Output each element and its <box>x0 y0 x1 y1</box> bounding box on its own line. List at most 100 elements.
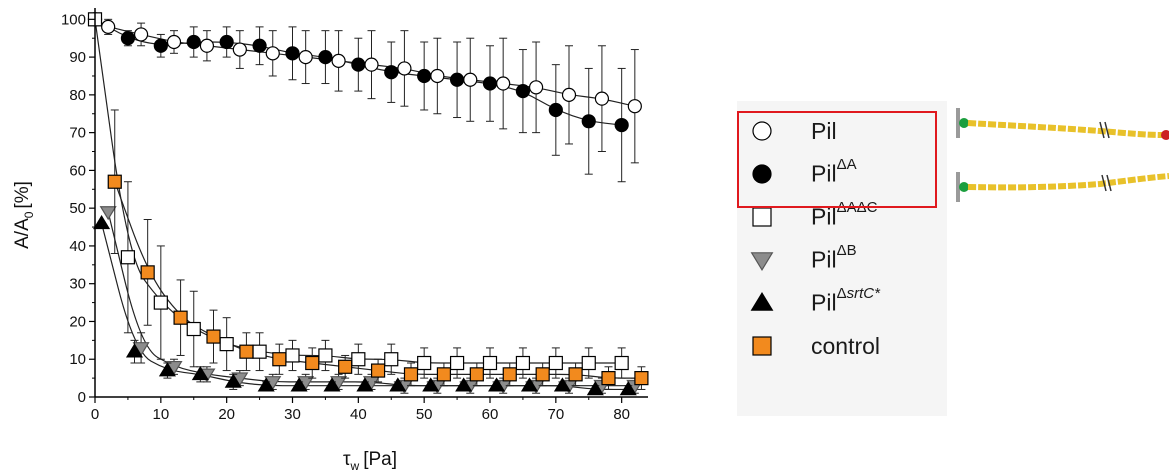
series-2 <box>87 12 629 379</box>
legend-marker-shape <box>752 164 772 184</box>
data-point <box>186 321 201 337</box>
legend-marker-icon <box>749 290 775 316</box>
series-5 <box>107 109 649 390</box>
y-tick-label: 70 <box>69 125 86 142</box>
y-tick-label: 20 <box>69 313 86 330</box>
anchor-bar <box>956 108 960 138</box>
data-point <box>397 61 412 76</box>
data-point <box>153 38 168 53</box>
pilus-fiber <box>967 120 1164 138</box>
data-point <box>528 80 544 95</box>
data-point <box>133 27 149 42</box>
legend-label: control <box>811 333 880 360</box>
data-point <box>449 72 465 87</box>
data-point <box>356 377 374 392</box>
data-point <box>496 76 511 91</box>
y-tick-label: 100 <box>61 11 86 28</box>
data-point <box>364 57 379 72</box>
data-point <box>463 72 478 87</box>
data-point <box>101 19 116 34</box>
y-tick-label: 80 <box>69 87 86 104</box>
break-mark <box>1099 121 1105 139</box>
x-tick-label: 80 <box>613 406 630 423</box>
y-tick-label: 30 <box>69 276 86 293</box>
data-point <box>173 310 188 325</box>
x-tick-label: 50 <box>416 406 433 423</box>
x-tick-label: 60 <box>482 406 499 423</box>
legend-label-name: Pil <box>811 246 837 273</box>
data-point <box>107 174 122 189</box>
data-point <box>384 352 399 367</box>
x-axis-label: τw [Pa] <box>343 449 397 473</box>
legend-marker-svg <box>752 336 772 356</box>
data-point <box>586 381 604 396</box>
legend-item: control <box>749 328 880 364</box>
legend-marker-shape <box>752 121 772 141</box>
data-point <box>265 46 280 61</box>
data-point <box>93 214 111 230</box>
data-point <box>298 49 313 65</box>
data-point <box>515 83 531 99</box>
data-point <box>520 377 539 392</box>
data-point <box>219 337 234 352</box>
legend-marker-shape <box>750 252 774 272</box>
legend-marker-svg <box>752 164 772 184</box>
data-point <box>482 355 498 371</box>
legend-label-name: Pil <box>811 203 837 230</box>
data-point <box>548 102 563 118</box>
legend-item: Pil <box>749 113 837 149</box>
data-point <box>224 373 242 388</box>
plot-area <box>87 12 649 396</box>
data-point <box>153 295 168 310</box>
legend-label-name: Pil <box>811 117 837 144</box>
data-point <box>614 355 629 371</box>
data-point <box>186 34 201 50</box>
legend-label-superscript: ΔA <box>836 156 857 174</box>
legend: Pil PilΔA PilΔAΔC PilΔB PilΔsrtC* control <box>737 101 947 416</box>
data-point <box>331 53 346 68</box>
pilus-tip <box>1161 130 1169 140</box>
legend-label-name: Pil <box>811 160 837 187</box>
data-point <box>455 377 473 392</box>
data-point <box>232 42 247 57</box>
y-tick-label: 60 <box>69 162 86 179</box>
data-point <box>370 363 386 378</box>
data-point <box>285 46 300 61</box>
data-point <box>594 91 610 106</box>
legend-marker-svg <box>750 252 774 272</box>
y-tick-label: 50 <box>69 200 86 217</box>
legend-label: PilΔA <box>811 156 857 188</box>
data-point <box>449 355 465 371</box>
axes: 0 10 20 30 40 50 60 70 80 0 10 20 30 40 50 60 70 80 90 100 <box>61 8 648 423</box>
data-point <box>338 359 353 374</box>
y-tick-label: 10 <box>69 351 86 368</box>
pilus-base <box>959 118 969 128</box>
data-point <box>627 99 642 114</box>
series-0 <box>87 12 642 164</box>
data-point <box>515 355 531 371</box>
data-point <box>488 377 506 392</box>
data-point <box>561 87 577 102</box>
data-point <box>318 348 333 363</box>
legend-marker-icon <box>749 204 775 230</box>
legend-label: PilΔsrtC* <box>811 285 880 317</box>
data-point <box>614 117 629 133</box>
data-point <box>403 367 419 382</box>
series-1 <box>87 12 629 183</box>
data-point <box>305 355 320 371</box>
legend-marker-svg <box>752 207 772 227</box>
break-mark <box>1104 121 1110 139</box>
data-point <box>422 377 440 392</box>
legend-marker-icon <box>749 161 775 187</box>
x-tick-label: 70 <box>547 406 564 423</box>
data-point <box>206 329 221 344</box>
data-point <box>290 377 308 392</box>
data-point <box>436 367 452 382</box>
data-point <box>469 367 484 382</box>
y-tick-label: 0 <box>78 389 86 406</box>
data-point <box>120 31 136 46</box>
data-point <box>191 366 209 381</box>
legend-marker-shape <box>752 336 772 356</box>
data-point <box>482 76 498 91</box>
data-point <box>417 68 432 84</box>
